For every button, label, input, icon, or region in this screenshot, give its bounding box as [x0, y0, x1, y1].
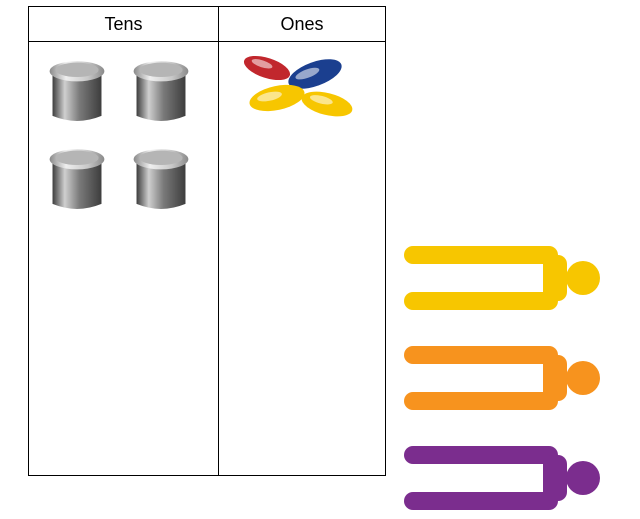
bean: [299, 87, 355, 121]
cup-icon: [125, 140, 197, 216]
cup: [41, 140, 113, 216]
col-tens: Tens: [29, 7, 218, 475]
col-ones: Ones: [218, 7, 385, 475]
cup-icon: [41, 140, 113, 216]
people-group: [404, 242, 614, 514]
cup: [125, 52, 197, 128]
beans-icon: [231, 50, 361, 130]
col-ones-header: Ones: [219, 7, 385, 42]
col-tens-header: Tens: [29, 7, 218, 42]
person-purple: [404, 442, 614, 514]
person-icon: [404, 442, 614, 514]
cup: [125, 140, 197, 216]
diagram-stage: Tens: [0, 0, 640, 512]
cup-icon: [125, 52, 197, 128]
beans-group: [231, 50, 361, 130]
cups-group: [41, 52, 197, 216]
person-icon: [404, 342, 614, 414]
person-yellow: [404, 242, 614, 314]
col-ones-body: [219, 42, 385, 475]
cup: [41, 52, 113, 128]
place-value-table: Tens: [28, 6, 386, 476]
person-icon: [404, 242, 614, 314]
person-orange: [404, 342, 614, 414]
col-tens-body: [29, 42, 218, 475]
cup-icon: [41, 52, 113, 128]
bean: [241, 51, 293, 85]
